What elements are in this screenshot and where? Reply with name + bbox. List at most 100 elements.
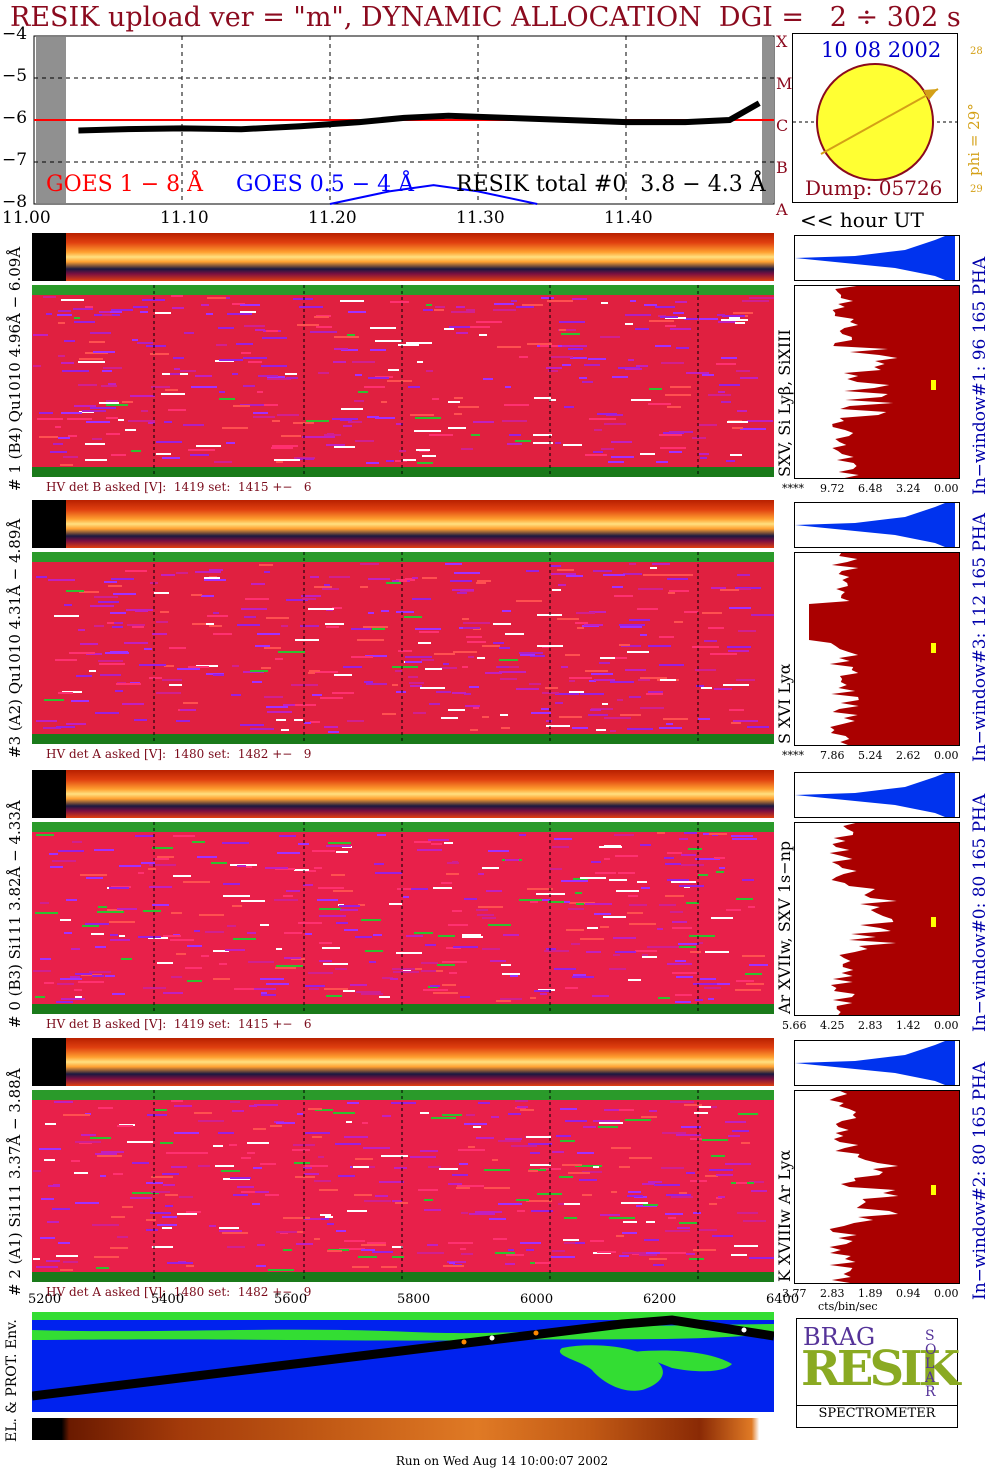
heatmap-cell [106, 433, 120, 435]
heatmap-cell [353, 1166, 369, 1168]
heatmap-cell [312, 850, 335, 852]
pha-tick-label: 9.72 [820, 482, 845, 495]
heatmap-cell [732, 427, 743, 429]
heatmap-cell [482, 917, 496, 919]
heatmap-cell [638, 588, 663, 590]
heatmap-cell [527, 343, 552, 345]
heatmap-cell [323, 963, 348, 965]
heatmap-cell [204, 577, 220, 579]
heatmap-cell [431, 843, 442, 845]
heatmap-cell [709, 833, 727, 835]
heatmap-cell [163, 1184, 175, 1186]
heatmap-cell [225, 949, 245, 951]
heatmap-cell [281, 435, 301, 437]
heatmap-cell [219, 398, 235, 400]
heatmap-cell [162, 679, 182, 681]
logo-sub: SPECTROMETER [797, 1405, 957, 1421]
heatmap-cell [199, 914, 224, 916]
heatmap-cell [137, 342, 153, 344]
heatmap-cell [281, 625, 288, 627]
heatmap-cell [585, 903, 612, 905]
heatmap-cell [222, 1232, 248, 1234]
heatmap-cell [264, 647, 281, 649]
heatmap-cell [746, 983, 764, 985]
heatmap-cell [98, 660, 123, 662]
heatmap-cell [452, 1174, 468, 1176]
heatmap-cell [49, 853, 58, 855]
heatmap-cell [171, 976, 182, 978]
heatmap-cell [299, 306, 323, 308]
footer-run: Run on Wed Aug 14 10:00:07 2002 [395, 1454, 609, 1468]
heatmap-cell [575, 1165, 602, 1167]
heatmap-cell [717, 314, 725, 316]
heatmap-cell [247, 1152, 255, 1154]
channel-header-strip [32, 500, 774, 548]
heatmap-cell [392, 1256, 404, 1258]
heatmap-cell [582, 1194, 592, 1196]
heatmap-cell [466, 309, 475, 311]
heatmap-cell [215, 1165, 234, 1167]
heatmap-cell [611, 1191, 617, 1193]
pha-small-svg [795, 773, 955, 817]
heatmap-cell [85, 459, 107, 461]
heatmap-cell [735, 989, 761, 991]
heatmap-cell [219, 1227, 239, 1229]
heatmap-cell [503, 934, 519, 936]
heatmap-cell [559, 321, 585, 323]
heatmap-cell [642, 956, 657, 958]
heatmap-cell [244, 616, 256, 618]
heatmap-cell [364, 386, 385, 388]
heatmap-cell [420, 1112, 429, 1114]
heatmap-cell [712, 1235, 733, 1237]
heatmap-cell [352, 361, 375, 363]
heatmap-cell [414, 932, 433, 934]
heatmap-cell [546, 720, 552, 722]
heatmap-cell [640, 677, 667, 679]
heatmap-cell [192, 623, 209, 625]
heatmap-cell [150, 1212, 171, 1214]
heatmap-cell [549, 399, 556, 401]
heatmap-cell [406, 935, 423, 937]
heatmap-cell [255, 1191, 269, 1193]
heatmap-cell [132, 1192, 159, 1194]
heatmap-cell [368, 377, 389, 379]
heatmap-cell [602, 703, 608, 705]
heatmap-cell [749, 964, 768, 966]
heatmap-cell [560, 1108, 577, 1110]
heatmap-cell [464, 898, 477, 900]
heatmap-cell [71, 948, 80, 950]
heatmap-cell [678, 943, 699, 945]
heatmap-cell [386, 582, 401, 584]
heatmap-cell [58, 1242, 70, 1244]
heatmap-cell [734, 1245, 758, 1247]
heatmap-cell [679, 885, 704, 887]
heatmap-cell [555, 693, 579, 695]
heatmap-cell [74, 989, 82, 991]
heatmap-cell [718, 391, 725, 393]
heatmap-cell [689, 935, 715, 937]
heatmap-cell [201, 595, 214, 597]
heatmap-cell [628, 1191, 641, 1193]
heatmap-cell [47, 1221, 59, 1223]
heatmap-cell [673, 312, 684, 314]
heatmap-cell [325, 623, 344, 625]
orbit-axis-label: 6200 [643, 1292, 677, 1307]
heatmap-cell [403, 459, 416, 461]
bottom-strip [32, 1418, 774, 1440]
heatmap-cell [502, 420, 527, 422]
heatmap-cell [508, 1113, 521, 1115]
heatmap-cell [443, 663, 449, 665]
heatmap-cell [600, 926, 609, 928]
heatmap-cell [531, 712, 551, 714]
heatmap-cell [108, 383, 116, 385]
heatmap-cell [350, 984, 367, 986]
heatmap-cell [71, 700, 89, 702]
heatmap-cell [177, 668, 200, 670]
heatmap-cell [482, 948, 500, 950]
heatmap-cell [131, 450, 141, 452]
pha-small-svg [795, 1041, 955, 1085]
heatmap-cell [79, 358, 103, 360]
heatmap-cell [348, 421, 362, 423]
heatmap-cell [488, 924, 511, 926]
heatmap-cell [708, 394, 731, 396]
